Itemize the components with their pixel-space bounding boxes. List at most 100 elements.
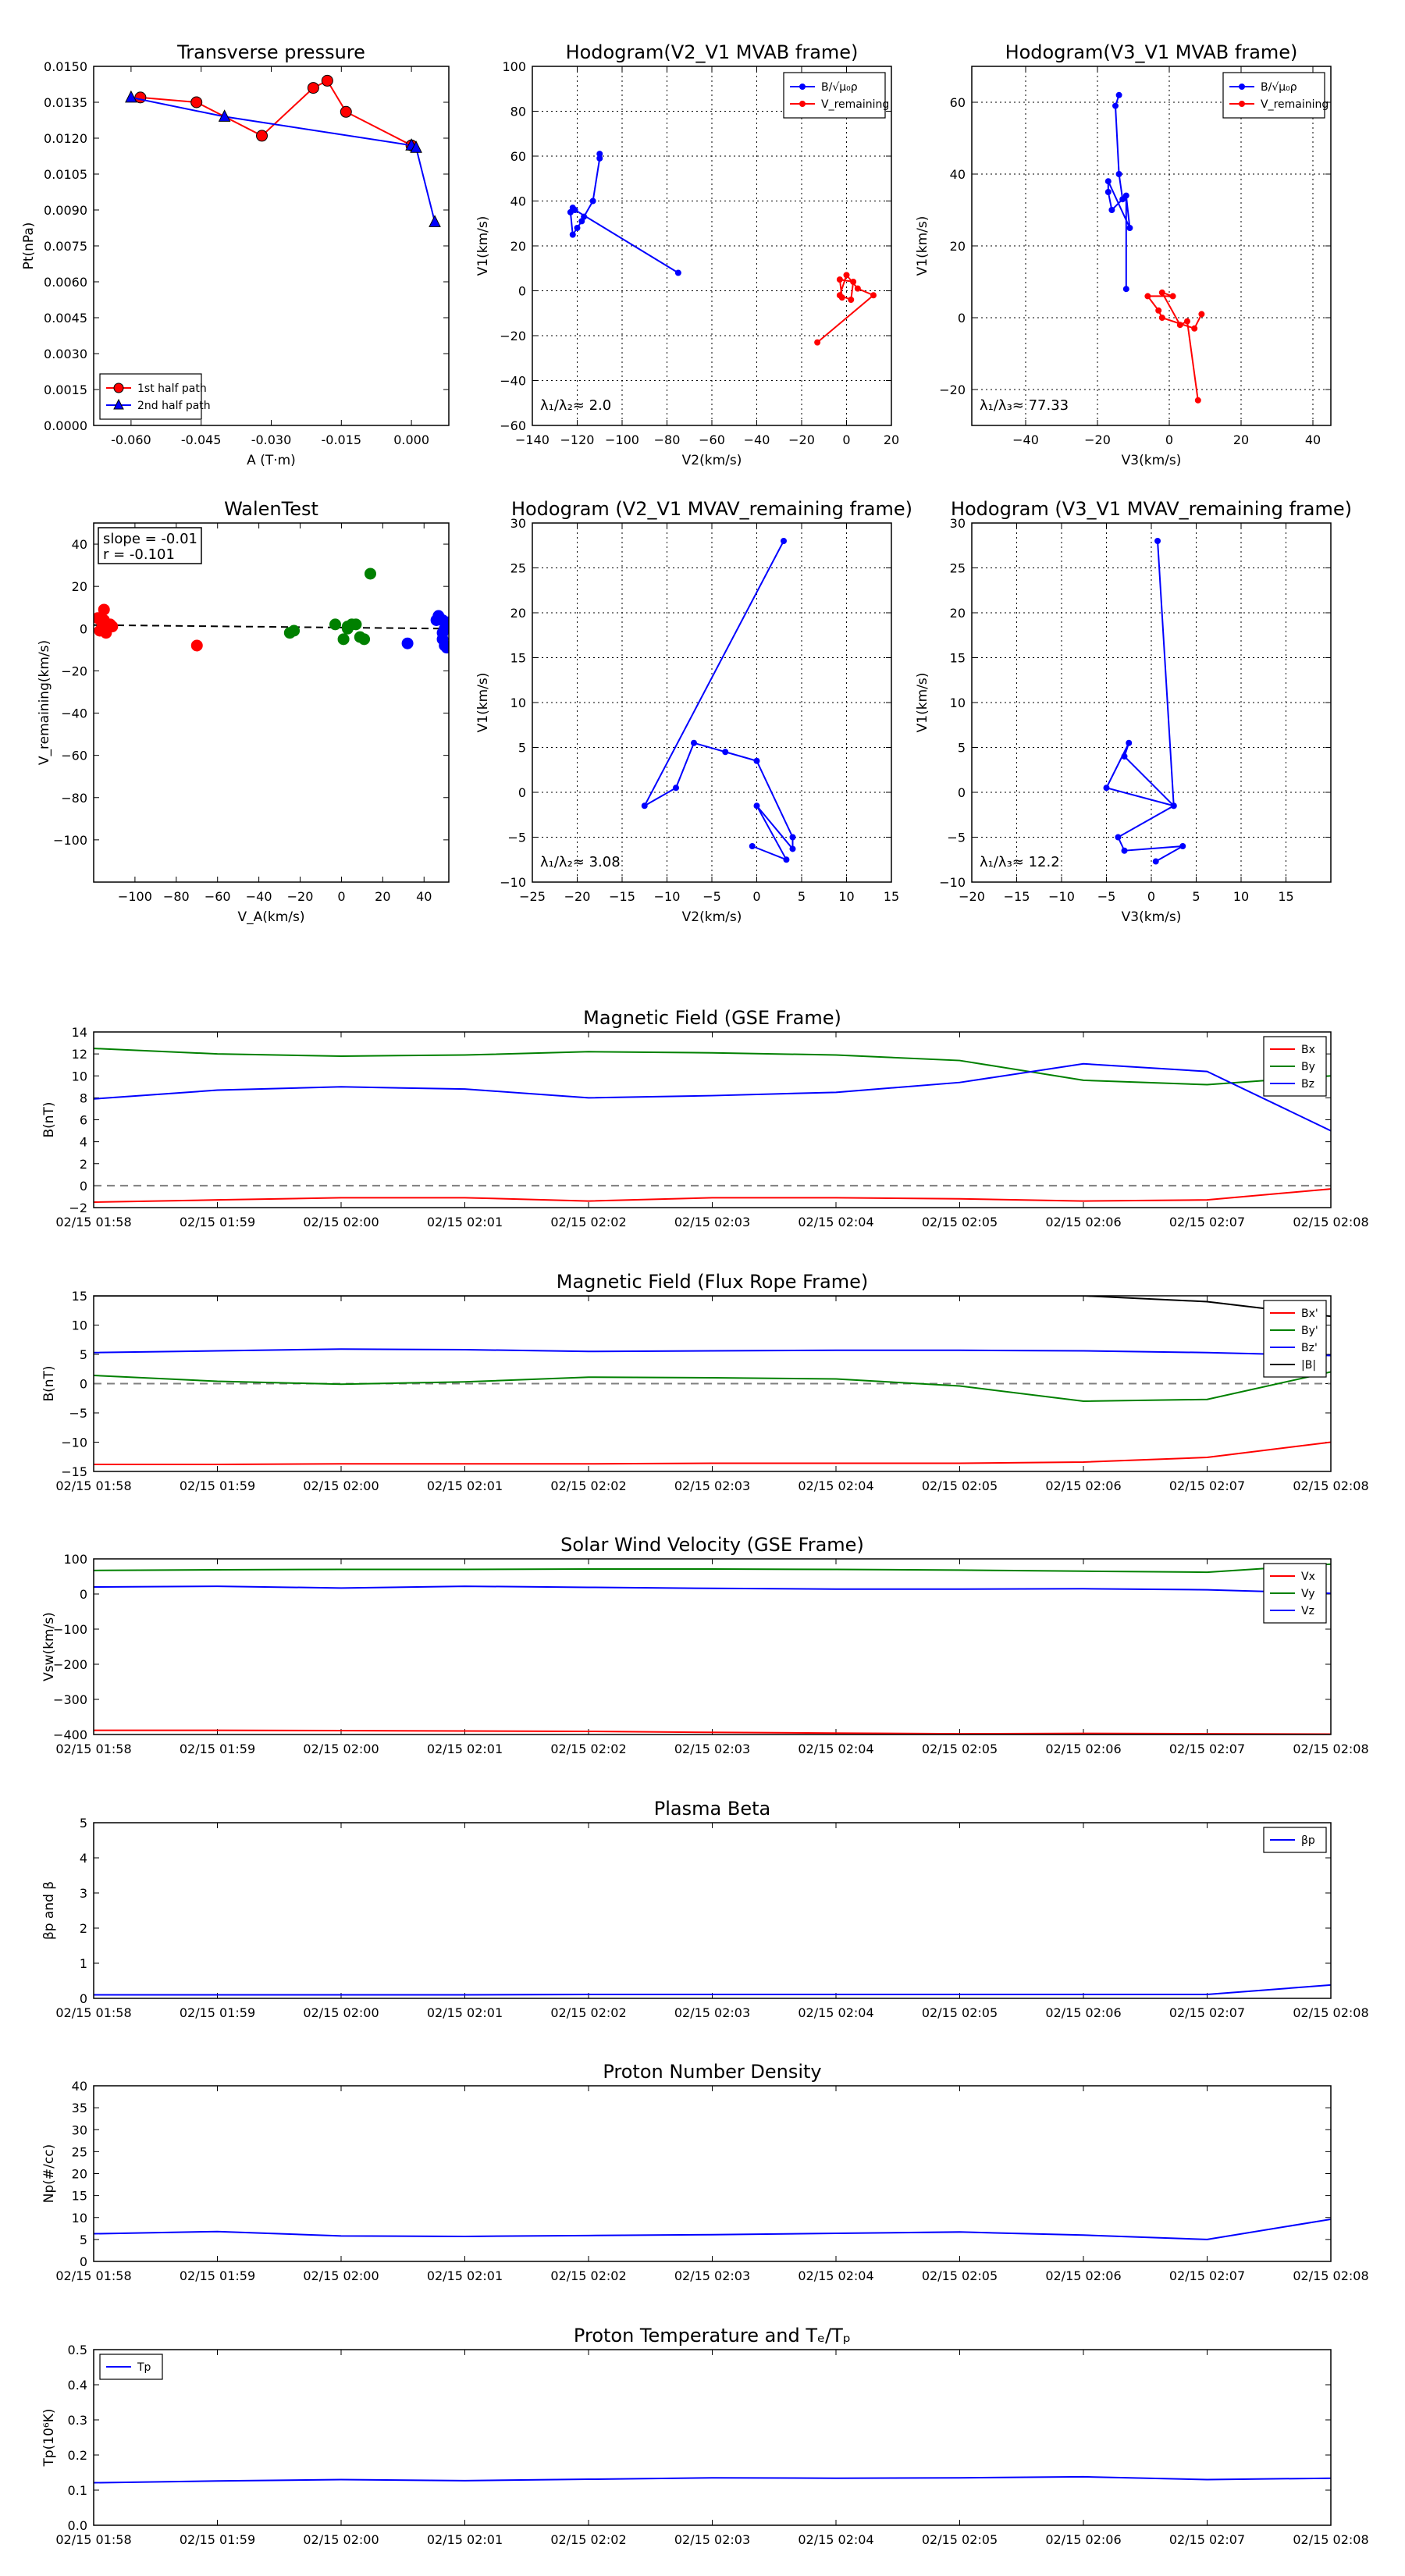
data-point: [358, 633, 371, 646]
axes-frame: [93, 1031, 1332, 1208]
y-tick-label: 0: [518, 785, 526, 800]
x-axis-label: V2(km/s): [682, 453, 742, 468]
y-tick-label: −5: [507, 831, 526, 845]
x-tick-label: 02/15 01:58: [55, 1478, 131, 1493]
x-tick-label: 02/15 01:58: [55, 2532, 131, 2547]
x-tick-label: 10: [838, 889, 854, 904]
legend-box: [99, 373, 202, 420]
chart-title: Proton Number Density: [603, 2061, 821, 2083]
x-tick-label: 02/15 02:04: [798, 1742, 873, 1756]
data-point: [1154, 538, 1161, 544]
panel-tp: -0.060 -0.045 -0.030 -0.015 0.000 0.0000 0.001…: [21, 41, 450, 468]
y-tick-label: 100: [63, 1552, 87, 1567]
legend-marker: [799, 84, 806, 90]
y-tick-label: 60: [510, 149, 526, 164]
x-tick-label: 02/15 02:07: [1169, 1478, 1245, 1493]
axes-frame: [971, 66, 1332, 426]
series-line: [94, 1296, 1331, 1318]
axes-frame: [93, 522, 450, 883]
y-axis-label: Tp(10⁶K): [41, 2408, 57, 2467]
x-tick-label: 0: [1165, 432, 1173, 447]
data-point: [329, 618, 342, 631]
data-point: [1115, 171, 1122, 177]
x-tick-label: 5: [1192, 889, 1200, 904]
data-point: [854, 285, 861, 292]
series-line: [94, 1048, 1331, 1086]
x-tick-label: -0.045: [181, 432, 222, 447]
plot-area: [94, 2218, 1331, 2240]
x-tick-label: −25: [519, 889, 546, 904]
y-tick-label: 20: [72, 579, 87, 594]
data-point: [1112, 102, 1119, 109]
y-tick-label: 20: [950, 606, 966, 621]
y-tick-label: 4: [80, 1851, 87, 1866]
data-point: [848, 297, 855, 303]
data-point: [569, 231, 576, 238]
y-axis-label: βp and β: [41, 1881, 57, 1940]
series-line: [1146, 291, 1203, 400]
y-tick-label: 0.0105: [44, 167, 87, 182]
x-tick-label: 02/15 02:00: [303, 2005, 379, 2020]
plot-area: [94, 1563, 1331, 1735]
panel-np: 02/15 01:58 02/15 01:59 02/15 02:00 02/15 0…: [41, 2061, 1369, 2283]
y-tick-label: 20: [950, 239, 966, 254]
data-point: [1119, 196, 1126, 203]
y-tick-label: −10: [500, 875, 526, 890]
y-tick-label: 35: [72, 2101, 87, 2115]
data-point: [1115, 91, 1122, 98]
y-tick-label: −300: [53, 1692, 87, 1707]
x-axis-label: V_A(km/s): [237, 909, 304, 925]
y-axis-label: V1(km/s): [475, 673, 491, 733]
y-tick-label: 25: [950, 561, 966, 576]
data-point: [429, 215, 441, 227]
data-point: [1108, 207, 1115, 213]
panel-hodo_v2v1_mvab: −140 −120 −100 −80 −60 −40 −20 0 20 −60 −40 −20 0 20 4…: [475, 41, 899, 468]
panel-hodo_v2v1_mvav: −25 −20 −15 −10 −5 0 5 10 15 −10 −5 0 5 10 15 20 25 30Hod…: [475, 498, 912, 925]
x-tick-label: 02/15 02:04: [798, 1215, 873, 1229]
y-tick-label: −10: [939, 875, 966, 890]
y-tick-label: 0.0060: [44, 275, 87, 290]
chart-title: Transverse pressure: [176, 41, 365, 63]
y-tick-label: 0.0: [68, 2518, 87, 2533]
y-tick-label: 5: [80, 2233, 87, 2247]
x-tick-label: 02/15 02:05: [922, 2532, 998, 2547]
y-axis-label: Vsw(km/s): [41, 1612, 57, 1681]
data-point: [218, 109, 231, 122]
data-point: [870, 292, 877, 299]
y-tick-label: 0.1: [68, 2483, 87, 2498]
x-tick-label: −20: [788, 432, 815, 447]
y-tick-label: −100: [53, 1622, 87, 1637]
data-point: [843, 272, 850, 279]
x-tick-label: 02/15 02:02: [550, 1215, 626, 1229]
x-tick-label: 02/15 02:01: [427, 1478, 503, 1493]
x-tick-label: −15: [609, 889, 635, 904]
x-tick-label: 02/15 01:59: [180, 2532, 255, 2547]
data-point: [321, 74, 333, 87]
data-point: [1104, 189, 1112, 195]
chart-title: Hodogram (V2_V1 MVAV_remaining frame): [511, 498, 912, 520]
chart-title: Hodogram(V3_V1 MVAB frame): [1005, 41, 1298, 63]
data-point: [674, 269, 681, 276]
data-point: [571, 207, 578, 213]
y-tick-label: 20: [510, 239, 526, 254]
x-tick-label: 02/15 01:58: [55, 2268, 131, 2283]
chart-title: Plasma Beta: [654, 1798, 770, 1820]
data-point: [1126, 225, 1133, 231]
data-point: [1122, 286, 1129, 293]
y-tick-label: 40: [510, 194, 526, 209]
y-tick-label: 0.0000: [44, 418, 87, 433]
y-tick-label: −5: [69, 1406, 87, 1421]
data-point: [789, 845, 796, 852]
y-axis-label: V1(km/s): [475, 216, 491, 276]
plot-area: [641, 538, 796, 863]
y-tick-label: 0: [80, 2254, 87, 2269]
axes-frame: [93, 2349, 1332, 2526]
legend-box: [783, 72, 886, 119]
stats-line: slope = -0.01: [103, 531, 197, 547]
x-tick-label: 02/15 02:02: [550, 2268, 626, 2283]
data-point: [1144, 293, 1151, 300]
data-point: [190, 96, 203, 109]
x-tick-label: −40: [246, 889, 272, 904]
x-tick-label: 02/15 02:06: [1045, 1215, 1121, 1229]
legend-label: B/√μ₀ρ: [821, 81, 858, 94]
